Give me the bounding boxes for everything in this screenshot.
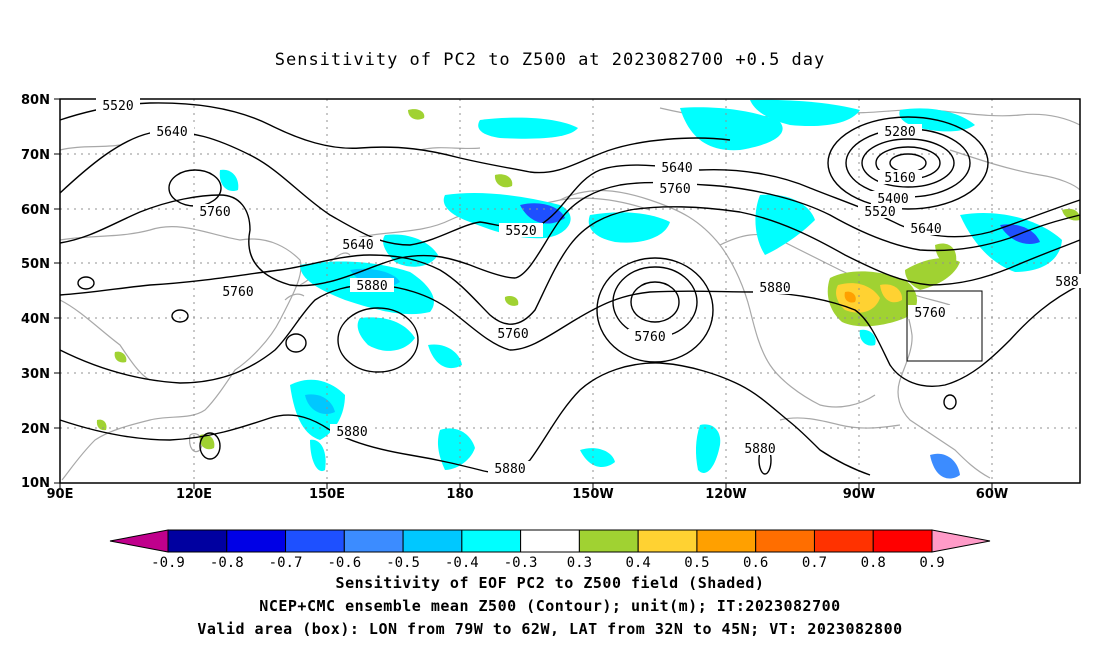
lon-label: 150W bbox=[572, 487, 613, 502]
lon-label: 120E bbox=[176, 487, 212, 502]
colorbar: -0.9 -0.8 -0.7 -0.6 -0.5 -0.4 -0.3 0.3 0.4 0.5 0.6… bbox=[109, 529, 991, 571]
colorbar-tick-label: 0.4 bbox=[626, 555, 651, 571]
contour-label: 5520 bbox=[505, 224, 536, 239]
contour-label: 588 bbox=[1055, 275, 1078, 290]
contour-label: 5640 bbox=[910, 222, 941, 237]
caption-line-3: Valid area (box): LON from 79W to 62W, L… bbox=[197, 620, 903, 638]
contour-label: 5880 bbox=[336, 425, 367, 440]
lat-label: 70N bbox=[21, 148, 50, 163]
contour-label: 5520 bbox=[864, 205, 895, 220]
colorbar-segment bbox=[167, 529, 228, 553]
colorbar-segment bbox=[226, 529, 287, 553]
colorbar-high-triangle bbox=[931, 529, 991, 553]
colorbar-tick-label: -0.9 bbox=[151, 555, 185, 571]
lat-label: 50N bbox=[21, 257, 50, 272]
lon-label: 90W bbox=[843, 487, 875, 502]
contour-label: 5640 bbox=[156, 125, 187, 140]
contour-label: 5160 bbox=[884, 171, 915, 186]
lat-label: 20N bbox=[21, 422, 50, 437]
colorbar-segment bbox=[520, 529, 580, 553]
lon-label: 60W bbox=[976, 487, 1008, 502]
lat-label: 60N bbox=[21, 203, 50, 218]
lon-label: 150E bbox=[309, 487, 345, 502]
colorbar-tick-label: -0.7 bbox=[269, 555, 303, 571]
contour-label: 5640 bbox=[661, 161, 692, 176]
contour-label: 5760 bbox=[659, 182, 690, 197]
colorbar-segments bbox=[167, 529, 933, 553]
colorbar-segment bbox=[872, 529, 933, 553]
lon-label: 90E bbox=[47, 487, 74, 502]
lon-label: 180 bbox=[446, 487, 473, 502]
colorbar-tick-label: 0.3 bbox=[567, 555, 592, 571]
colorbar-tick-label: 0.6 bbox=[743, 555, 768, 571]
contour-label: 5640 bbox=[342, 238, 373, 253]
colorbar-tick-labels: -0.9 -0.8 -0.7 -0.6 -0.5 -0.4 -0.3 0.3 0.4 0.5 0.6… bbox=[151, 555, 945, 571]
colorbar-segment bbox=[285, 529, 345, 553]
colorbar-segment bbox=[637, 529, 698, 553]
colorbar-segment bbox=[402, 529, 463, 553]
colorbar-segment bbox=[343, 529, 404, 553]
caption-line-2: NCEP+CMC ensemble mean Z500 (Contour); u… bbox=[259, 597, 841, 615]
contour-label: 5880 bbox=[356, 279, 387, 294]
caption-line-1: Sensitivity of EOF PC2 to Z500 field (Sh… bbox=[335, 574, 765, 592]
contour-label: 5400 bbox=[877, 192, 908, 207]
longitude-labels: 90E 120E 150E 180 150W 120W 90W 60W bbox=[47, 487, 1009, 502]
lat-label: 30N bbox=[21, 367, 50, 382]
contour-label: 5760 bbox=[634, 330, 665, 345]
colorbar-segment bbox=[755, 529, 815, 553]
colorbar-tick-label: -0.6 bbox=[327, 555, 361, 571]
contour-label: 5880 bbox=[759, 281, 790, 296]
lon-label: 120W bbox=[705, 487, 746, 502]
contour-label: 5760 bbox=[199, 205, 230, 220]
valid-area-box bbox=[906, 290, 983, 362]
contour-label: 5520 bbox=[102, 99, 133, 114]
latitude-labels: 80N 70N 60N 50N 40N 30N 20N 10N bbox=[21, 93, 50, 491]
map-frame bbox=[59, 98, 1081, 484]
contour-label: 5880 bbox=[494, 462, 525, 477]
contour-label: 5280 bbox=[884, 125, 915, 140]
colorbar-tick-label: 0.8 bbox=[861, 555, 886, 571]
contour-label: 5760 bbox=[914, 306, 945, 321]
contour-label: 5760 bbox=[497, 327, 528, 342]
colorbar-segment bbox=[813, 529, 874, 553]
colorbar-tick-label: 0.5 bbox=[684, 555, 709, 571]
colorbar-tick-label: -0.5 bbox=[386, 555, 420, 571]
lat-label: 40N bbox=[21, 312, 50, 327]
colorbar-segment bbox=[696, 529, 757, 553]
colorbar-low-triangle bbox=[109, 529, 169, 553]
colorbar-segment bbox=[461, 529, 522, 553]
colorbar-segment bbox=[578, 529, 639, 553]
colorbar-tick-label: -0.4 bbox=[445, 555, 479, 571]
contour-label: 5760 bbox=[222, 285, 253, 300]
colorbar-tick-label: 0.9 bbox=[919, 555, 944, 571]
z500-contours bbox=[59, 102, 1081, 476]
chart-title: Sensitivity of PC2 to Z500 at 2023082700… bbox=[274, 50, 826, 70]
axis-ticks bbox=[54, 98, 993, 489]
lat-label: 10N bbox=[21, 476, 50, 491]
colorbar-tick-label: -0.8 bbox=[210, 555, 244, 571]
contour-label: 5880 bbox=[744, 442, 775, 457]
colorbar-tick-label: 0.7 bbox=[802, 555, 827, 571]
lat-label: 80N bbox=[21, 93, 50, 108]
colorbar-tick-label: -0.3 bbox=[504, 555, 538, 571]
contour-labels: 5520 5640 5760 5640 5760 5520 5880 5760 … bbox=[96, 98, 1081, 477]
